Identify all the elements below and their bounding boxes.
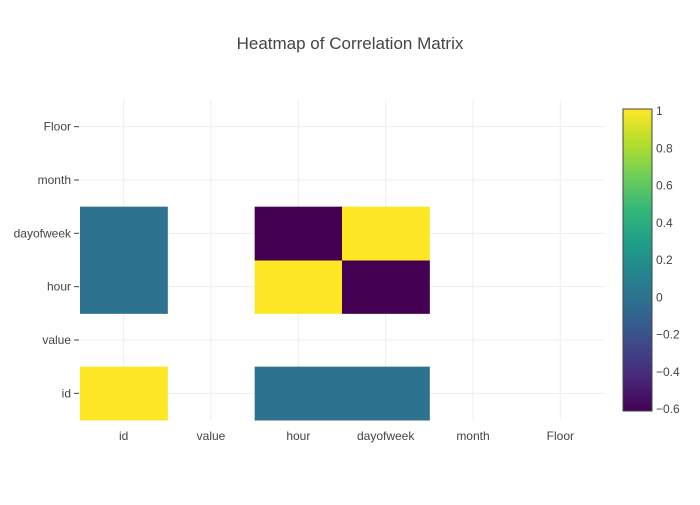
heatmap-cell-hour-dayofweek (342, 260, 430, 314)
heatmap-cell-hour-id (80, 260, 168, 314)
y-tick-label: hour (47, 280, 71, 294)
colorbar-tick-label: −0.6 (656, 402, 680, 416)
x-tick-label: Floor (547, 429, 574, 443)
y-tick-label: dayofweek (14, 226, 72, 240)
colorbar-tick-label: 1 (656, 104, 663, 118)
x-tick-label: hour (286, 429, 310, 443)
y-tick-label: value (42, 333, 71, 347)
y-tick-label: Floor (44, 120, 71, 134)
heatmap-cell-dayofweek-hour (254, 206, 343, 261)
colorbar-tick-label: 0.2 (656, 253, 673, 267)
y-axis: id value hour dayofweek month Floor (14, 120, 79, 400)
heatmap-cell-id-dayofweek (342, 366, 430, 421)
colorbar-tick-label: 0.6 (656, 179, 673, 193)
x-tick-label: value (197, 429, 226, 443)
x-tick-label: id (119, 429, 128, 443)
heatmap-cell-dayofweek-dayofweek (342, 206, 430, 261)
colorbar-tick-label: −0.4 (656, 365, 680, 379)
heatmap-cell-dayofweek-id (80, 206, 168, 261)
x-tick-label: dayofweek (357, 429, 415, 443)
colorbar-tick-label: −0.2 (656, 328, 680, 342)
colorbar-tick-label: 0.8 (656, 141, 673, 155)
chart-title: Heatmap of Correlation Matrix (236, 34, 464, 53)
y-tick-label: id (62, 386, 71, 400)
y-tick-label: month (38, 173, 71, 187)
x-tick-label: month (456, 429, 489, 443)
heatmap-cells (80, 206, 430, 421)
heatmap-cell-id-hour (254, 366, 343, 421)
x-axis: id value hour dayofweek month Floor (119, 429, 574, 443)
colorbar-tick-label: 0.4 (656, 216, 673, 230)
colorbar: 1 0.8 0.6 0.4 0.2 0 −0.2 −0.4 −0.6 (622, 104, 680, 416)
colorbar-tick-label: 0 (656, 290, 663, 304)
colorbar-fill (622, 108, 653, 412)
heatmap-cell-hour-hour (254, 260, 343, 314)
heatmap-cell-id-id (80, 366, 168, 421)
